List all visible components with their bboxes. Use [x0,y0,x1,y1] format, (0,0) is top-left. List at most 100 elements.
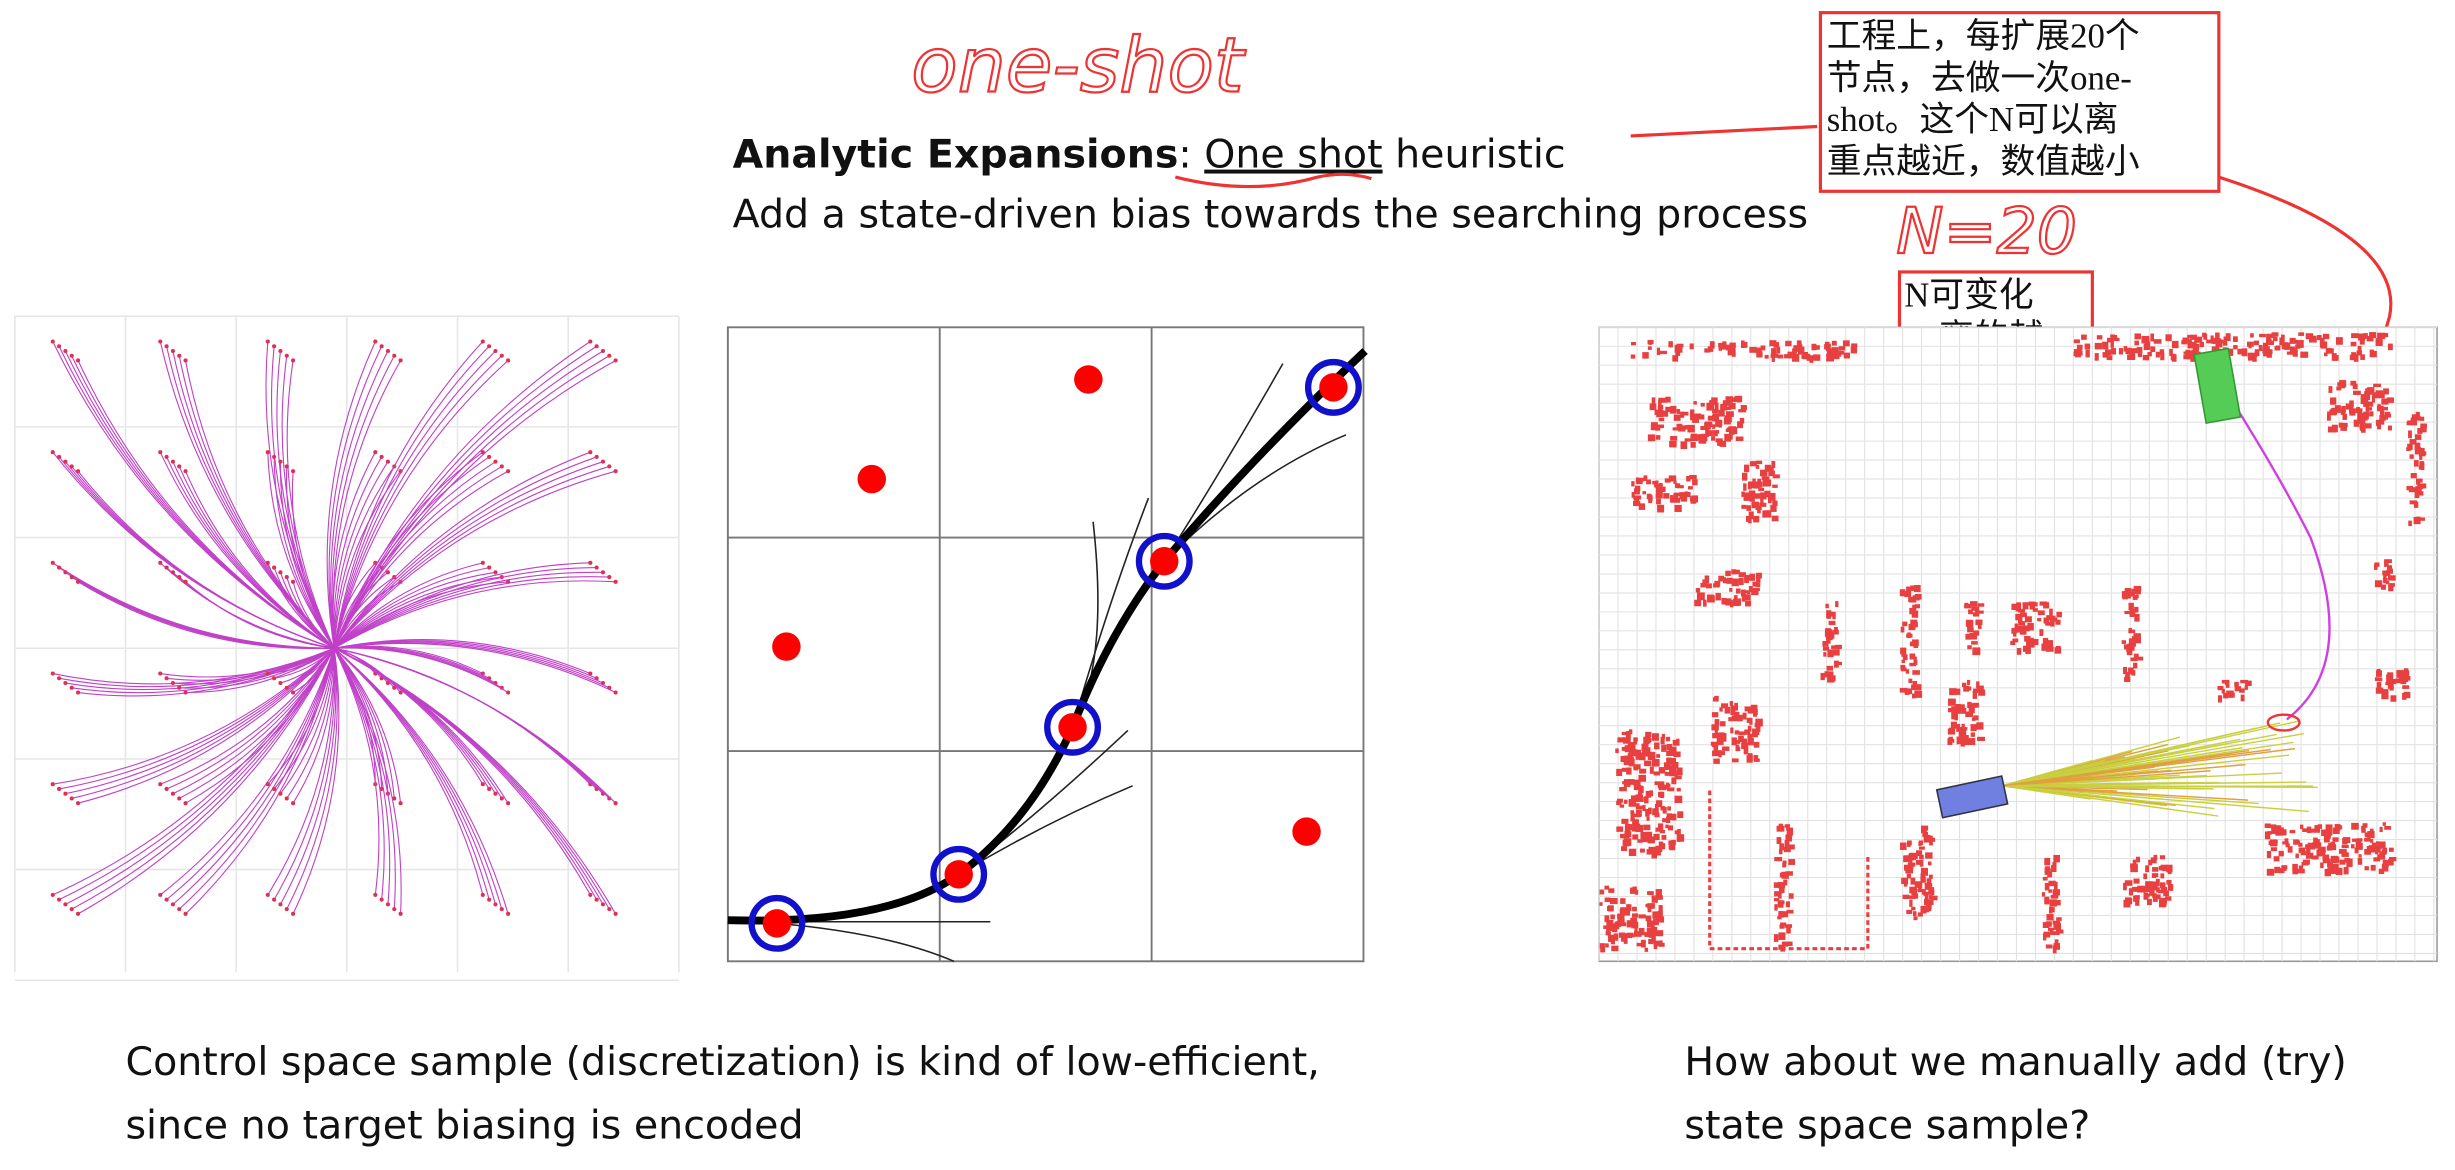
obstacle [1811,343,1817,351]
obstacle [1799,346,1805,354]
obstacle [1951,706,1957,713]
obstacle [2158,865,2164,871]
motion-primitive [267,648,335,896]
obstacle [2155,894,2161,900]
motion-primitive [333,451,591,649]
obstacle [2020,631,2027,635]
search-branch [2002,720,2299,787]
obstacle [2369,411,2374,417]
obstacle [1725,396,1733,403]
obstacle [1659,940,1663,944]
primitive-end [75,801,81,806]
obstacle [1738,735,1744,742]
obstacle [2278,850,2284,857]
obstacle [1749,573,1755,581]
obstacle [1706,594,1714,600]
obstacle [1829,352,1835,360]
obstacle [1914,691,1923,698]
obstacle [1741,491,1745,497]
motion-primitive [333,562,591,649]
obstacle [1670,435,1678,441]
obstacle [2132,642,2136,647]
obstacle [2351,822,2359,830]
obstacle [2125,347,2132,355]
obstacle [1950,721,1957,729]
obstacle [1924,893,1929,901]
obstacle [1774,904,1778,911]
obstacle [2121,640,2127,644]
obstacle [2364,837,2371,842]
obstacle [1649,790,1654,797]
sample-dot [1074,365,1103,394]
obstacle [2181,340,2188,345]
obstacle [2377,854,2386,860]
obstacle [1770,504,1777,512]
obstacle [1724,433,1732,442]
obstacle [2054,939,2059,946]
obstacle [1722,341,1727,349]
obstacle [1724,706,1731,714]
obstacle [1917,912,1923,917]
obstacle [2020,612,2027,618]
obstacle [1619,786,1627,792]
obstacle [1758,487,1765,492]
obstacle [2354,847,2359,854]
motion-primitive [178,648,335,910]
motion-primitive [333,350,496,649]
obstacle [1776,837,1782,844]
obstacle [1908,678,1913,684]
obstacle [2406,421,2414,426]
obstacle [1909,886,1918,894]
obstacle [1730,708,1736,715]
obstacle [2390,695,2397,702]
obstacle [2369,332,2377,339]
obstacle [1976,681,1980,689]
primitive-end [272,676,277,681]
obstacle [1609,897,1618,905]
obstacle [1947,708,1954,713]
primitive-end [291,579,296,584]
obstacle [1657,405,1663,413]
obstacle [1616,826,1624,832]
primitive-end [69,685,74,690]
obstacle [2053,943,2060,950]
primitive-end [63,902,68,907]
obstacle [1745,600,1752,607]
obstacle [1633,931,1642,937]
obstacle [1624,799,1628,804]
obstacle [2018,621,2026,626]
obstacle [2353,353,2359,362]
obstacle [1628,848,1637,857]
obstacle [1926,899,1934,906]
obstacle [1668,475,1677,482]
primitive-end [177,796,182,801]
note-line: 重点越近，数值越小 [1827,142,2140,181]
motion-primitive [333,461,389,649]
obstacle [2289,337,2296,344]
obstacle [1926,878,1932,886]
obstacle [1722,578,1729,584]
obstacle [2136,856,2141,863]
primitive-end [265,560,270,565]
primitive-end [600,570,606,575]
primitive-end [158,450,163,455]
obstacle [2024,635,2031,642]
motion-primitive [273,648,335,790]
obstacle [1634,927,1638,934]
primitive-end [57,676,62,681]
obstacle [1624,780,1631,785]
obstacle [1619,804,1625,808]
obstacle [2054,647,2062,654]
obstacle [2357,857,2363,865]
obstacle [2044,866,2051,873]
primitive-end [594,454,599,459]
motion-primitive [292,647,335,693]
obstacle [2408,520,2412,527]
obstacle [2232,336,2238,343]
obstacle [1738,572,1746,578]
obstacle [2049,608,2053,616]
obstacle [2017,608,2026,613]
obstacle [2130,865,2138,873]
primitive-end [272,786,277,792]
obstacle [2128,888,2134,896]
